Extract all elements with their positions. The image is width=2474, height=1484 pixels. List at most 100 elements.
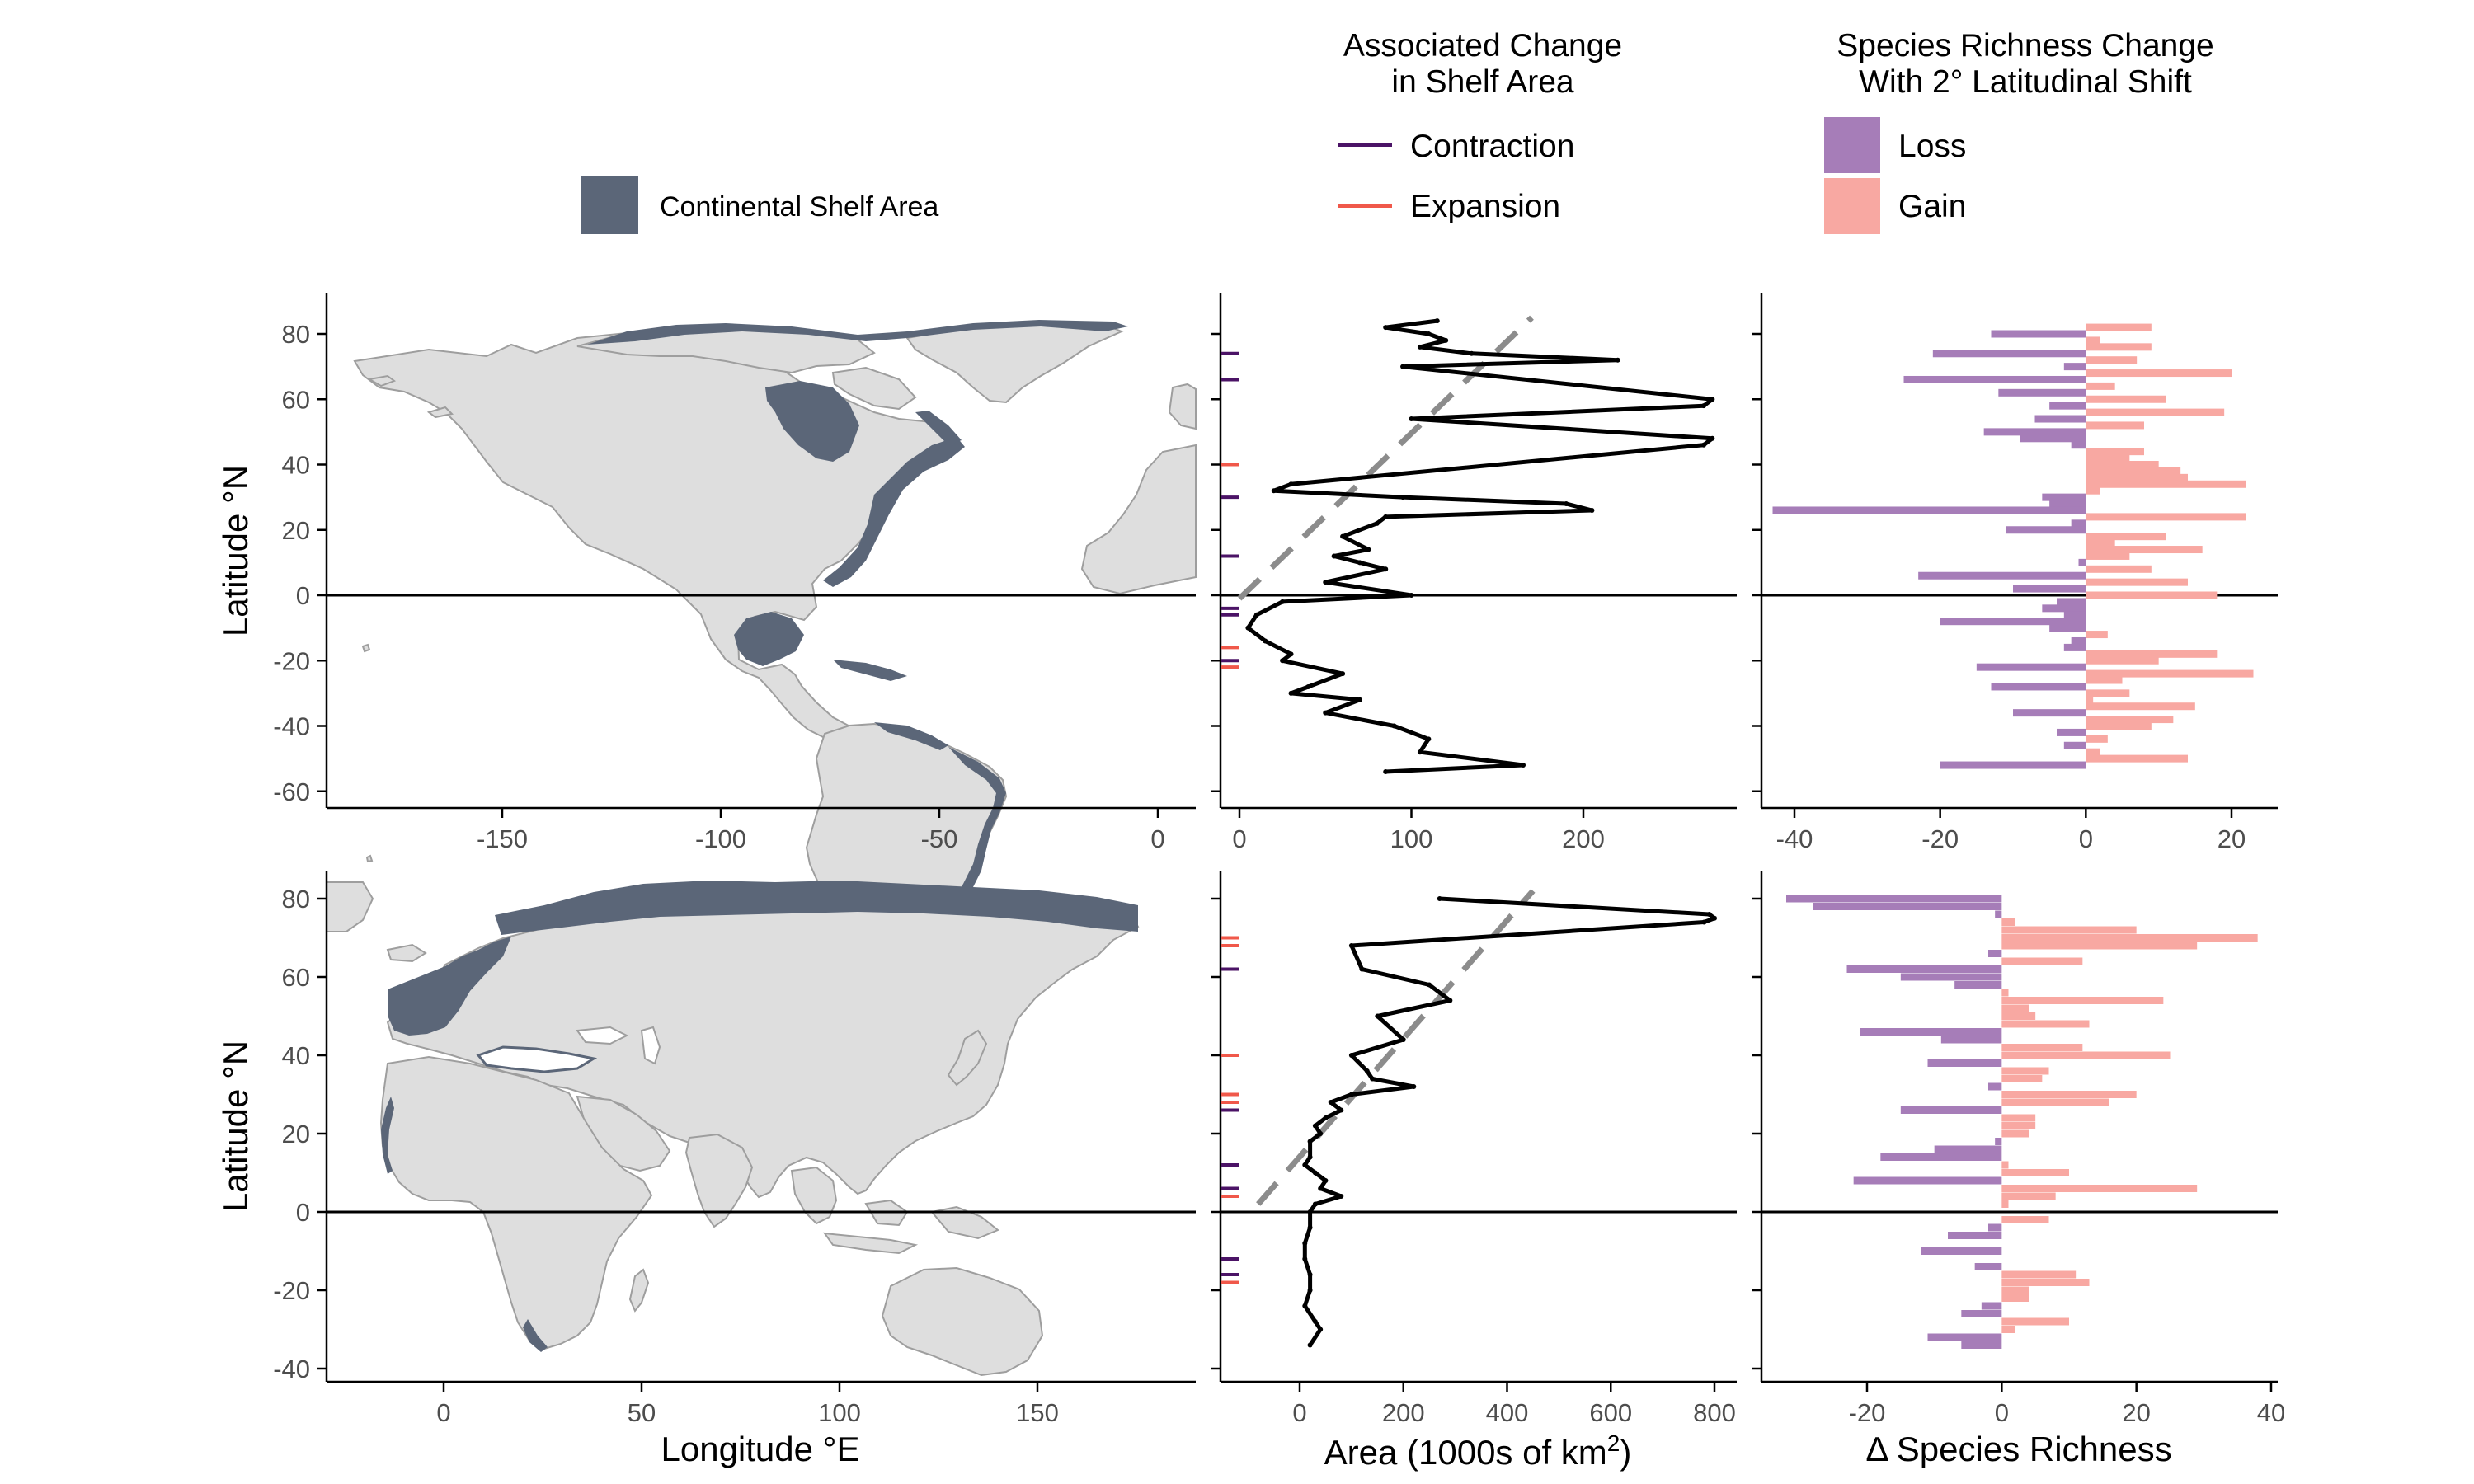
gain-bar (2001, 1200, 2009, 1208)
area-point (1383, 514, 1389, 519)
area-point (1426, 331, 1432, 336)
area-point (1400, 364, 1406, 369)
area-point (1427, 982, 1432, 988)
loss-bar (2049, 624, 2086, 632)
richness-axis-title: Δ Species Richness (1865, 1430, 2171, 1468)
gain-bar (2086, 676, 2123, 684)
gain-bar (2001, 1185, 2198, 1192)
y-tick-label: 40 (282, 1041, 310, 1070)
gain-bar (2086, 343, 2152, 351)
south-africa-shelf (523, 1319, 548, 1352)
africa-edge (1080, 444, 1197, 595)
caspian-sea (640, 1026, 661, 1065)
loss-bar (1927, 1059, 2002, 1067)
gain-bar (2086, 546, 2203, 554)
gain-legend-swatch (1824, 178, 1880, 234)
area-point (1323, 1178, 1329, 1183)
gain-bar (2001, 942, 2198, 950)
gain-bar (2001, 997, 2164, 1004)
loss-bar (1940, 1036, 2002, 1044)
area-point (1411, 1084, 1417, 1089)
gain-bar (2086, 578, 2188, 586)
loss-bar (1961, 1341, 2002, 1349)
area-point (1328, 1100, 1333, 1105)
area-point (1701, 919, 1707, 925)
gain-bar (2086, 722, 2152, 730)
area-point (1323, 580, 1329, 585)
west-africa-shelf (381, 1097, 394, 1174)
area-point (1340, 671, 1346, 677)
area-point (1280, 658, 1286, 664)
area-point (1400, 1037, 1406, 1042)
loss-bar (1900, 1106, 2002, 1114)
area-point (1700, 442, 1706, 448)
area-point (1706, 912, 1712, 917)
loss-bar (2049, 402, 2086, 410)
loss-bar (2057, 728, 2086, 736)
area-point (1318, 1131, 1324, 1136)
y-tick-label: 80 (282, 885, 310, 913)
area-point (1409, 593, 1414, 598)
area-point (1302, 1303, 1308, 1308)
loss-bar (1940, 618, 2086, 626)
y-tick-label: -60 (273, 777, 310, 806)
loss-bar (1991, 330, 2086, 338)
loss-bar (1954, 981, 2002, 989)
area-point (1374, 520, 1380, 526)
area-point (1288, 651, 1294, 657)
shelf-legend-swatch (581, 176, 638, 234)
shelf-legend-label: Continental Shelf Area (660, 191, 938, 223)
loss-bar (2034, 415, 2086, 423)
area-axis-title-sup: 2 (1607, 1430, 1620, 1456)
area-point (1426, 736, 1432, 742)
area-point (1302, 1162, 1308, 1167)
area-point (1443, 337, 1449, 343)
gain-bar (2086, 395, 2166, 403)
x-tick-label: 200 (1562, 824, 1605, 853)
x-tick-label: -20 (1921, 824, 1959, 853)
y-tick-label: 60 (282, 385, 310, 414)
gain-bar (2086, 533, 2166, 541)
area-point (1280, 599, 1286, 604)
area-axis-title-main: Area (1000s of km (1324, 1433, 1607, 1472)
area-point (1348, 943, 1354, 948)
loss-bar (2042, 493, 2086, 501)
loss-bar (1988, 950, 2002, 957)
japan-landmass (947, 1029, 988, 1087)
area-point (1417, 749, 1423, 755)
y-tick-label: 60 (282, 963, 310, 992)
mediterranean-sea (476, 1045, 598, 1073)
loss-bar (1846, 965, 2002, 973)
gain-bar (2001, 1122, 2036, 1129)
gain-bar (2086, 702, 2195, 711)
gain-bar (2086, 454, 2130, 463)
area-point (1307, 1272, 1313, 1277)
gain-bar (2086, 656, 2159, 665)
area-point (1348, 1092, 1354, 1097)
gain-bar (2001, 1279, 2090, 1286)
loss-bar (1998, 388, 2086, 397)
area-point (1318, 1186, 1324, 1191)
area-point (1331, 553, 1337, 559)
gain-bar (2086, 421, 2144, 430)
gain-bar (2001, 1012, 2036, 1020)
loss-bar (1921, 1247, 2002, 1255)
loss-bar (2049, 500, 2086, 508)
x-tick-label: 100 (818, 1398, 861, 1427)
legend-richness: Species Richness Change With 2° Latitudi… (1824, 28, 2214, 234)
loss-bar (1961, 1310, 2002, 1317)
area-point (1307, 1154, 1313, 1160)
loss-bar (1988, 1223, 2002, 1232)
india-landmass (684, 1133, 754, 1228)
x-tick-label: 800 (1693, 1398, 1736, 1427)
gain-bar (2086, 513, 2246, 521)
x-tick-label: -40 (1776, 824, 1813, 853)
x-tick-label: 0 (1292, 1398, 1306, 1427)
area-point (1400, 495, 1406, 500)
loss-bar (1772, 506, 2086, 514)
area-point (1383, 768, 1389, 774)
loss-bar (1948, 1232, 2002, 1239)
gain-bar (2086, 356, 2138, 364)
loss-bar (2006, 526, 2086, 534)
north-sea-shelf (388, 937, 511, 1036)
